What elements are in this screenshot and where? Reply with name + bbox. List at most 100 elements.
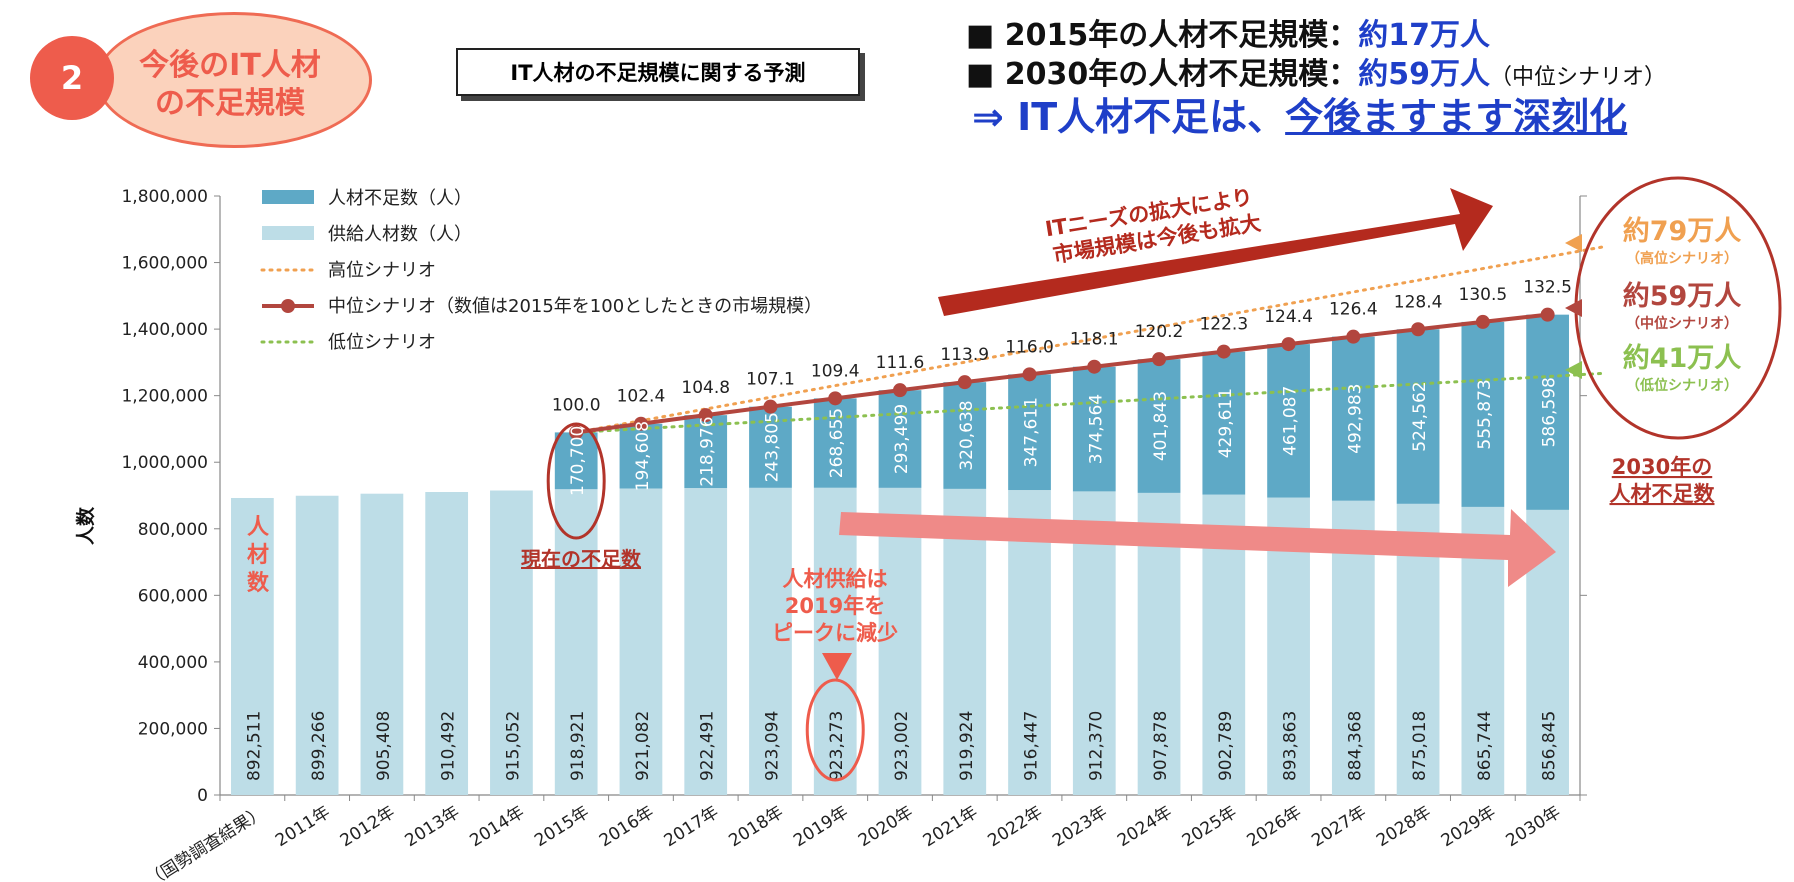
shortage-bar (878, 390, 922, 488)
market-index-label: 118.1 (1070, 330, 1119, 350)
shortage-value-label: 461,087 (1281, 386, 1301, 456)
mid-scenario-value: 約59万人 (1623, 280, 1742, 312)
supply-value-label: 915,052 (503, 711, 523, 781)
supply-value-label: 884,368 (1345, 711, 1365, 781)
market-index-label: 109.4 (811, 361, 860, 381)
x-tick-label: 2013年 (402, 802, 464, 851)
supply-bar (231, 497, 274, 795)
legend-label-shortage: 人材不足数（人） (328, 188, 472, 209)
shortage-2030-label: 人材不足数 (1610, 482, 1716, 506)
x-tick-label: 2030年 (1503, 802, 1565, 851)
legend-swatch-shortage (262, 190, 314, 204)
shortage-value-label: 218,976 (698, 416, 718, 486)
supply-value-label: 902,789 (1216, 711, 1236, 781)
high-pointer-icon (1565, 234, 1582, 252)
supply-value-label: 899,266 (309, 711, 329, 781)
market-index-label: 128.4 (1394, 292, 1443, 312)
mid-scenario-line (575, 312, 1548, 435)
shortage-bar (1396, 329, 1440, 504)
y-tick-label: 400,000 (138, 653, 208, 673)
y-tick-label: 1,400,000 (121, 320, 208, 340)
badge-title-line1: 今後のIT人材 (139, 48, 321, 83)
x-tick-label: 2028年 (1373, 802, 1435, 851)
supply-value-label: 910,492 (439, 711, 459, 781)
supply-value-label: 875,018 (1410, 711, 1430, 781)
peak-pointer-icon (822, 653, 852, 680)
x-tick-label: 2026年 (1244, 802, 1306, 851)
high-scenario-label: （高位シナリオ） (1626, 250, 1738, 267)
supply-value-label: 856,845 (1540, 711, 1560, 781)
supply-value-label: 907,878 (1151, 711, 1171, 781)
headline-2015: ■ 2015年の人材不足規模：約17万人 (966, 18, 1491, 53)
shortage-value-label: 320,638 (957, 400, 977, 470)
supply-bar (490, 490, 533, 795)
badge-title-line2: の不足規模 (155, 86, 305, 121)
mid-scenario-point (698, 408, 713, 423)
supply-vertical-label: 人 (247, 515, 269, 540)
x-tick-label: 2018年 (725, 802, 787, 851)
supply-value-label: 923,002 (892, 711, 912, 781)
shortage-bar (1331, 336, 1375, 501)
x-tick-label: 2014年 (466, 802, 528, 851)
x-tick-label: 2024年 (1114, 802, 1176, 851)
current-shortage-circle (546, 422, 606, 540)
supply-decline-arrow (839, 509, 1556, 587)
headline-2030: ■ 2030年の人材不足規模：約59万人（中位シナリオ） (966, 57, 1667, 92)
x-tick-label: 2020年 (855, 802, 917, 851)
x-tick-label: 2023年 (1049, 802, 1111, 851)
x-tick-label: 2027年 (1308, 802, 1370, 851)
shortage-bar (1461, 321, 1505, 507)
market-index-label: 107.1 (746, 370, 795, 390)
mid-scenario-point (957, 375, 972, 390)
shortage-value-label: 586,598 (1540, 377, 1560, 447)
x-tick-label: 2015年 (531, 802, 593, 851)
shortage-value-label: 429,611 (1216, 388, 1236, 458)
y-tick-label: 1,800,000 (121, 187, 208, 207)
shortage-bar (554, 432, 598, 490)
current-shortage-label: 現在の不足数 (521, 547, 642, 571)
x-tick-label: 2029年 (1438, 802, 1500, 851)
supply-value-label: 893,863 (1281, 711, 1301, 781)
market-index-label: 130.5 (1459, 285, 1508, 305)
x-tick-label: 2017年 (661, 802, 723, 851)
shortage-value-label: 268,655 (827, 408, 847, 478)
supply-value-label: 921,082 (633, 711, 653, 781)
shortage-2030-label: 2030年の (1612, 455, 1712, 479)
x-tick-label: 2022年 (984, 802, 1046, 851)
shortage-value-label: 293,499 (892, 404, 912, 474)
mid-scenario-point (1281, 337, 1296, 352)
supply-value-label: 923,273 (827, 711, 847, 781)
low-scenario-line (574, 371, 1605, 434)
supply-value-label: 923,094 (762, 711, 782, 781)
low-pointer-icon (1565, 361, 1582, 379)
supply-bar (554, 489, 598, 795)
shortage-value-label: 524,562 (1410, 381, 1430, 451)
x-tick-label: 2016年 (596, 802, 658, 851)
market-index-label: 124.4 (1264, 307, 1313, 327)
mid-scenario-label: （中位シナリオ） (1626, 315, 1738, 332)
supply-peak-text: 2019年を (785, 594, 885, 618)
supply-bar (619, 488, 663, 795)
shortage-value-label: 492,983 (1345, 384, 1365, 454)
market-index-label: 122.3 (1199, 315, 1248, 335)
shortage-bar (684, 415, 728, 489)
legend-label-supply: 供給人材数（人） (328, 224, 472, 245)
supply-value-label: 892,511 (244, 711, 264, 781)
supply-bar (425, 492, 469, 795)
mid-scenario-point (569, 425, 584, 440)
x-tick-label: 2012年 (337, 802, 399, 851)
supply-vertical-label: 材 (247, 543, 269, 568)
market-index-label: 113.9 (940, 345, 989, 365)
shortage-bar (1137, 359, 1181, 493)
market-index-label: 126.4 (1329, 300, 1378, 320)
mid-pointer-icon (1565, 299, 1582, 317)
x-tick-label: （国勢調査結果） (143, 802, 269, 882)
shortage-bar (1008, 374, 1051, 491)
y-tick-label: 600,000 (138, 586, 208, 606)
supply-bar (684, 488, 728, 795)
x-tick-label: 2025年 (1179, 802, 1241, 851)
y-axis-title: 人数 (74, 506, 97, 545)
market-growth-arrow (938, 188, 1493, 316)
y-tick-label: 1,000,000 (121, 453, 208, 473)
shortage-value-label: 243,805 (762, 412, 782, 482)
